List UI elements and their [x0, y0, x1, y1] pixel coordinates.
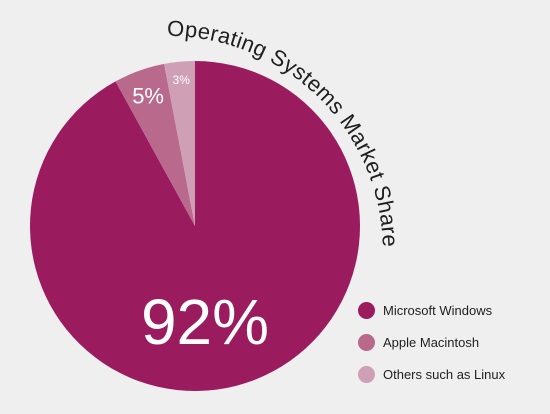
legend-item-windows: Microsoft Windows [358, 294, 544, 326]
legend-label-others: Others such as Linux [383, 366, 506, 382]
pie-slices [30, 60, 361, 391]
legend-item-others: Others such as Linux [358, 358, 544, 390]
legend-label-macintosh: Apple Macintosh [383, 334, 480, 350]
slice-label-windows: 92% [141, 286, 269, 358]
slice-label-others: 3% [173, 73, 191, 87]
legend-swatch-others [358, 365, 375, 383]
pie-slice-others [164, 60, 195, 226]
pie-slice-macintosh [115, 63, 195, 226]
legend: Microsoft Windows Apple Macintosh Others… [358, 294, 544, 390]
pie-slice-labels: 92% 5% 3% [132, 73, 269, 358]
legend-label-windows: Microsoft Windows [383, 302, 493, 318]
legend-swatch-macintosh [358, 333, 375, 351]
slice-label-macintosh: 5% [132, 83, 164, 108]
legend-item-macintosh: Apple Macintosh [358, 326, 544, 358]
legend-swatch-windows [358, 301, 375, 319]
pie-slice-windows [30, 61, 361, 391]
